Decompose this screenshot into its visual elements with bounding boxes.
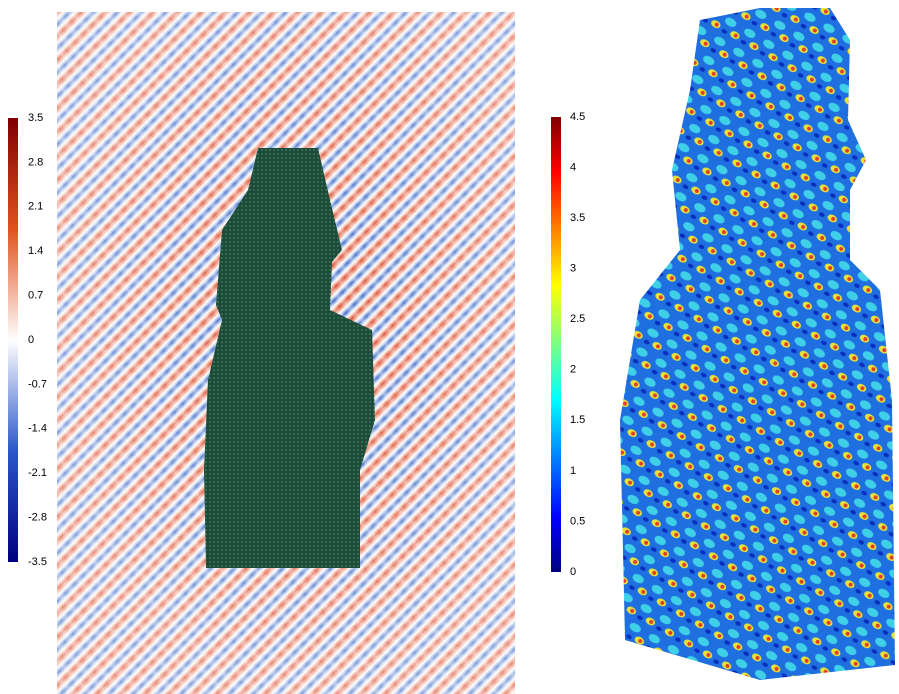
colorbar-left [8,118,18,562]
colorbar-tick-label: 4 [570,161,576,173]
colorbar-tick-label: -1.4 [28,423,47,435]
colorbar-tick-label: 4.5 [570,111,585,123]
colorbar-right [551,117,561,572]
colorbar-tick-label: 3.5 [570,212,585,224]
colorbar-tick-label: 1.5 [570,414,585,426]
colorbar-tick-label: 1.4 [28,245,43,257]
colorbar-tick-label: 3.5 [28,112,43,124]
colorbar-tick-label: 2.8 [28,156,43,168]
colorbar-tick-label: -2.1 [28,467,47,479]
mesh-statue [204,148,375,568]
colored-statue [620,8,895,680]
colorbar-tick-label: -3.5 [28,556,47,568]
colorbar-tick-label: 2.1 [28,201,43,213]
colorbar-tick-label: 2.5 [570,313,585,325]
colorbar-tick-label: 0 [570,566,576,578]
colorbar-tick-label: 0.7 [28,290,43,302]
colorbar-tick-label: -0.7 [28,378,47,390]
colorbar-tick-label: 2 [570,364,576,376]
colorbar-tick-label: 0 [28,334,34,346]
colorbar-tick-label: 3 [570,263,576,275]
colorbar-tick-label: 1 [570,465,576,477]
colorbar-tick-label: -2.8 [28,512,47,524]
colorbar-tick-label: 0.5 [570,515,585,527]
